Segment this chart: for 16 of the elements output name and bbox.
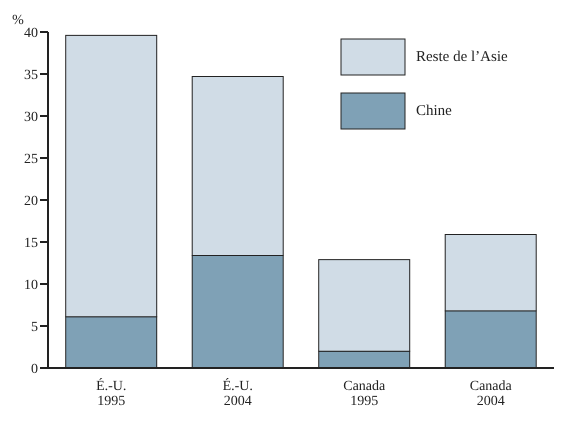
y-tick-label: 25 — [24, 152, 38, 167]
x-tick-label: É.-U. 1995 — [96, 377, 126, 409]
y-tick-label: 10 — [24, 278, 38, 293]
y-tick-label: 35 — [24, 68, 38, 83]
legend-label: Chine — [416, 102, 452, 120]
y-tick-label: 30 — [24, 110, 38, 125]
y-tick-label: 40 — [24, 26, 38, 41]
x-tick-label: É.-U. 2004 — [222, 377, 253, 409]
x-tick-label: Canada 1995 — [343, 379, 386, 409]
y-tick-label: 5 — [31, 320, 38, 335]
y-tick-label: 20 — [24, 194, 38, 209]
x-tick-label: Canada 2004 — [470, 379, 513, 409]
legend-label: Reste de l’Asie — [416, 48, 508, 66]
y-tick-label: 15 — [24, 236, 38, 251]
y-axis-title: % — [12, 13, 24, 28]
y-tick-label: 0 — [31, 362, 38, 377]
